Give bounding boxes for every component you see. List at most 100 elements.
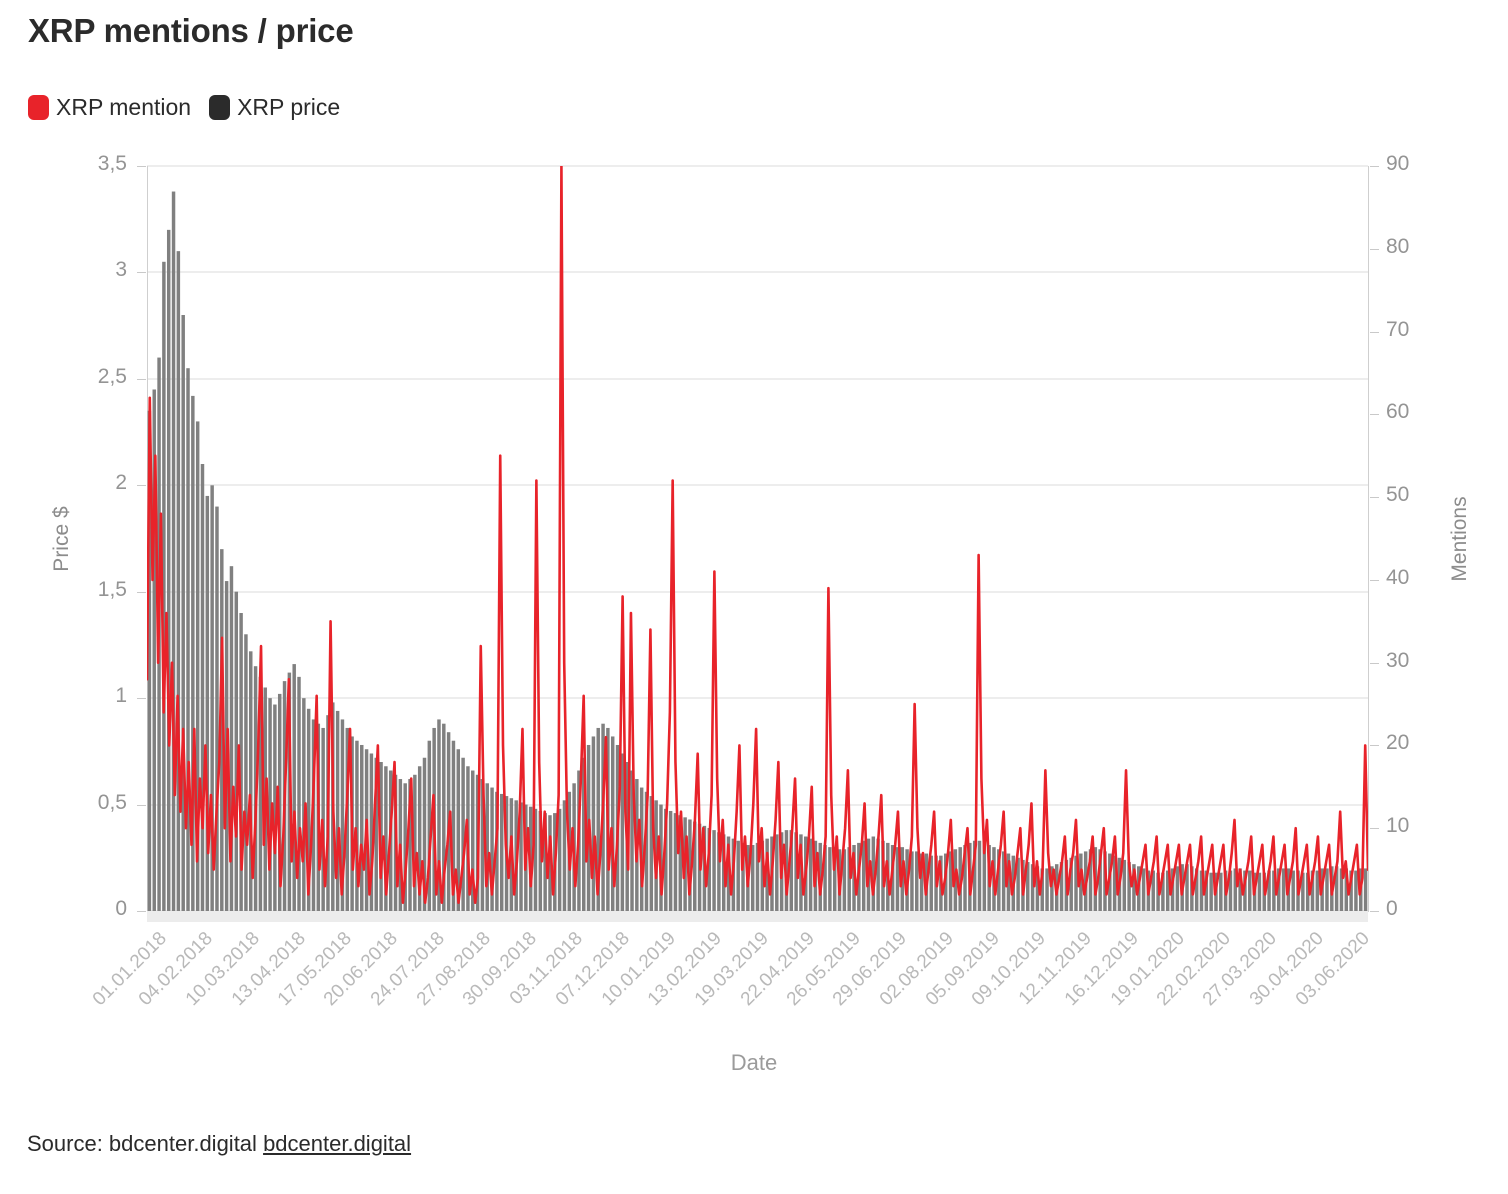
y-axis-right-tick-label: 20 bbox=[1386, 731, 1410, 755]
price-bar bbox=[200, 464, 205, 911]
legend-item-price[interactable]: XRP price bbox=[209, 94, 340, 121]
price-bar bbox=[1339, 868, 1344, 911]
price-bar bbox=[876, 838, 880, 911]
price-bar bbox=[1059, 862, 1064, 911]
price-bar bbox=[417, 766, 422, 911]
price-bar bbox=[538, 810, 543, 911]
y-axis-right-title: Mentions bbox=[1448, 496, 1471, 582]
price-bar bbox=[1310, 870, 1315, 911]
price-bar bbox=[1165, 870, 1170, 911]
price-bar bbox=[191, 395, 195, 911]
price-bar bbox=[948, 851, 953, 911]
price-bar bbox=[485, 783, 489, 911]
price-bar bbox=[557, 808, 562, 911]
gridline bbox=[147, 271, 1368, 274]
price-bar bbox=[176, 251, 181, 911]
y-axis-right-tick-label: 50 bbox=[1386, 483, 1410, 507]
price-bar bbox=[340, 719, 345, 911]
price-bar bbox=[929, 855, 933, 911]
y-axis-right-tick-mark bbox=[1370, 497, 1379, 499]
price-bar bbox=[1325, 868, 1329, 911]
price-bar bbox=[268, 698, 272, 911]
price-bar bbox=[1079, 853, 1083, 911]
price-bar bbox=[712, 830, 716, 911]
y-axis-right-tick-label: 0 bbox=[1386, 897, 1398, 920]
y-axis-right-tick-mark bbox=[1370, 828, 1379, 830]
price-bar bbox=[166, 229, 171, 911]
price-bar bbox=[1354, 870, 1358, 911]
price-bar bbox=[548, 815, 552, 911]
legend-item-mentions[interactable]: XRP mention bbox=[28, 94, 191, 121]
y-axis-left-tick-mark bbox=[137, 166, 146, 167]
price-bar bbox=[297, 676, 301, 911]
price-bar bbox=[654, 800, 658, 911]
price-bar bbox=[427, 740, 432, 911]
price-bar bbox=[451, 740, 456, 911]
y-axis-right-tick-mark bbox=[1370, 248, 1379, 250]
price-bar bbox=[277, 693, 282, 911]
price-bar bbox=[582, 757, 586, 911]
price-bar bbox=[490, 787, 494, 911]
price-bar bbox=[519, 802, 523, 911]
baseline-band bbox=[147, 911, 1368, 922]
price-bar bbox=[847, 847, 851, 911]
y-axis-left-tick-mark bbox=[137, 911, 146, 912]
price-bar bbox=[750, 845, 755, 911]
mentions-line bbox=[147, 166, 1368, 905]
price-bar bbox=[620, 753, 625, 911]
y-axis-right-tick-mark bbox=[1370, 745, 1379, 747]
price-bar bbox=[1074, 855, 1078, 911]
price-bar bbox=[591, 736, 596, 911]
chart-svg bbox=[147, 166, 1368, 911]
gridline bbox=[147, 377, 1368, 380]
x-axis-title: Date bbox=[730, 1050, 778, 1075]
price-bar bbox=[1291, 870, 1295, 911]
price-bar bbox=[1238, 868, 1242, 911]
price-bar bbox=[915, 851, 919, 911]
price-bar bbox=[861, 840, 866, 911]
price-bar bbox=[1267, 870, 1271, 911]
price-bar bbox=[741, 842, 745, 911]
price-bar bbox=[919, 853, 924, 911]
source-link[interactable]: bdcenter.digital bbox=[263, 1131, 412, 1156]
y-axis-right-tick-mark bbox=[1370, 414, 1379, 416]
price-bar bbox=[972, 840, 977, 911]
y-axis-left-tick-label: 1 bbox=[115, 684, 127, 708]
y-axis-left-tick-mark bbox=[137, 272, 146, 274]
y-axis-right-tick-label: 30 bbox=[1386, 648, 1410, 672]
price-bar bbox=[152, 389, 156, 911]
price-bar bbox=[726, 836, 731, 911]
price-bar bbox=[678, 815, 683, 911]
price-bar bbox=[1141, 868, 1146, 911]
price-bar bbox=[471, 770, 475, 911]
price-bar bbox=[775, 834, 779, 911]
price-bar bbox=[1016, 857, 1020, 911]
price-bar bbox=[1112, 855, 1117, 911]
y-axis-right-tick-mark bbox=[1370, 579, 1379, 581]
price-bar bbox=[1315, 870, 1320, 911]
price-bar bbox=[644, 791, 649, 911]
price-bar bbox=[596, 727, 600, 911]
price-bar bbox=[1151, 870, 1155, 911]
price-bar bbox=[1209, 872, 1213, 911]
price-bar bbox=[499, 793, 504, 911]
chart-legend: XRP mention XRP price bbox=[28, 94, 340, 121]
price-bar bbox=[1219, 872, 1223, 911]
price-bar bbox=[1122, 859, 1127, 911]
red-square-swatch bbox=[28, 95, 49, 120]
price-bar bbox=[1228, 870, 1233, 911]
price-bar bbox=[302, 698, 306, 911]
price-bar bbox=[1098, 849, 1102, 911]
y-axis-right-tick-mark bbox=[1370, 911, 1379, 912]
price-bar bbox=[355, 740, 359, 911]
price-bar bbox=[630, 770, 634, 911]
price-bar bbox=[403, 783, 407, 911]
price-bar bbox=[1050, 866, 1054, 911]
price-bar bbox=[258, 676, 263, 911]
y-axis-left-tick-mark bbox=[137, 698, 146, 700]
price-bar bbox=[1088, 849, 1093, 911]
y-axis-right-tick-mark bbox=[1370, 331, 1379, 333]
price-bar bbox=[1243, 870, 1247, 911]
y-axis-left-tick-label: 2,5 bbox=[97, 364, 127, 388]
